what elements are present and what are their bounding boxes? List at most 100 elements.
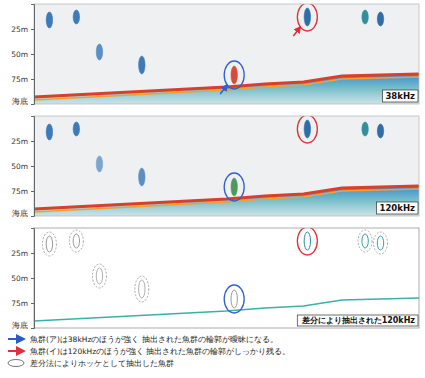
highlight-ring	[297, 116, 317, 143]
panel: 25m 50m 75m 海底 差分により抽出された120kHz	[11, 227, 419, 330]
note: 差分法によりホッケとして抽出した魚群	[8, 359, 174, 368]
extracted-outline	[69, 230, 83, 252]
tick: 75m	[11, 187, 34, 196]
tick-mark	[31, 29, 34, 30]
fish-school	[362, 122, 368, 136]
tick-label: 海底	[12, 209, 28, 218]
fish-school	[377, 236, 383, 250]
fish-school	[73, 10, 79, 24]
fish-school	[46, 12, 52, 28]
tick: 25m	[11, 249, 34, 258]
tick-mark	[31, 328, 34, 329]
tick-label: 25m	[11, 137, 28, 146]
fish-school	[96, 156, 102, 172]
tick: 海底	[12, 321, 34, 330]
fish-school	[96, 268, 102, 284]
tick-label: 50m	[11, 162, 28, 171]
fish-school	[362, 234, 368, 248]
panel-title-text: 38kHz	[385, 91, 415, 101]
tick-mark	[31, 79, 34, 80]
tick-mark	[31, 253, 34, 254]
panel-title: 差分により抽出された120kHz	[297, 315, 418, 326]
tick-mark	[31, 216, 34, 217]
panel-title-box	[382, 90, 418, 102]
marks	[34, 228, 419, 321]
panel-title-box	[297, 315, 418, 326]
fish-school	[304, 8, 310, 26]
pointer-arrow	[293, 27, 300, 36]
fish-school	[304, 120, 310, 138]
tick-label: 25m	[11, 249, 28, 258]
highlight-ring	[224, 285, 244, 313]
tick: 25m	[11, 137, 34, 146]
panel: 25m50m75m海底38kHz	[11, 3, 419, 106]
fish-school	[46, 124, 52, 140]
panel-title: 38kHz	[382, 90, 418, 102]
pointer-arrow	[220, 85, 227, 94]
extracted-outline	[374, 232, 388, 254]
tick: 50m	[11, 50, 34, 59]
seabed-line	[34, 186, 419, 209]
plot-frame	[34, 228, 419, 328]
tick-label: 海底	[12, 97, 28, 106]
fish-school	[139, 56, 145, 74]
panel-title-text: 差分により抽出された120kHz	[301, 316, 416, 325]
marks	[34, 116, 419, 216]
fish-school	[73, 234, 79, 248]
marks	[34, 4, 419, 104]
tick-mark	[31, 191, 34, 192]
panel-title: 120kHz	[376, 202, 418, 214]
seabed-area	[34, 186, 419, 216]
fish-school	[231, 290, 237, 308]
tick: 50m	[11, 274, 34, 283]
plot-frame	[34, 4, 419, 104]
tick-mark	[31, 278, 34, 279]
seabed-line	[34, 74, 419, 97]
highlight-ring	[224, 173, 244, 201]
axis-line	[31, 229, 35, 329]
fish-school	[46, 236, 52, 252]
fish-school	[231, 66, 237, 84]
axis-line	[31, 5, 35, 105]
tick: 75m	[11, 299, 34, 308]
fish-school	[139, 280, 145, 298]
y-axis: 25m50m75m海底	[11, 5, 34, 106]
extracted-outline	[135, 276, 149, 302]
y-axis: 25m 50m 75m 海底	[11, 117, 34, 218]
panel-title-text: 120kHz	[380, 203, 416, 213]
fish-school	[231, 178, 237, 196]
axis-line	[31, 117, 35, 217]
y-axis: 25m 50m 75m 海底	[11, 229, 34, 330]
note-text: 魚群(ア)は38kHzのほうが強く 抽出された魚群の輪郭が曖昧になる。	[30, 335, 278, 344]
fish-school	[362, 10, 368, 24]
seabed-echo	[34, 189, 419, 212]
highlight-ring	[297, 228, 317, 255]
tick-label: 50m	[11, 50, 28, 59]
tick-label: 50m	[11, 274, 28, 283]
note: 魚群(ア)は38kHzのほうが強く 抽出された魚群の輪郭が曖昧になる。	[8, 335, 278, 344]
seabed-area	[34, 74, 419, 104]
tick-mark	[31, 303, 34, 304]
note: 魚群(イ)は120kHzのほうが強く 抽出された魚群の輪郭がしっかり残る。	[8, 347, 290, 356]
highlight-ring	[224, 61, 244, 89]
seabed-echo	[34, 77, 419, 100]
plot-background	[34, 4, 419, 104]
tick-mark	[31, 104, 34, 105]
tick-mark	[31, 141, 34, 142]
fish-school	[96, 44, 102, 60]
plot-background	[34, 228, 419, 328]
tick-mark	[31, 54, 34, 55]
highlight-ring	[297, 4, 317, 31]
fish-school	[377, 12, 383, 26]
note-arrow	[8, 350, 24, 352]
fish-school	[304, 232, 310, 250]
tick: 海底	[12, 97, 34, 106]
extracted-outline	[42, 232, 56, 256]
tick-label: 海底	[12, 321, 28, 330]
note-arrow	[8, 338, 24, 340]
tick-mark	[31, 166, 34, 167]
fish-school	[139, 168, 145, 186]
plot-background	[34, 116, 419, 216]
tick: 75m	[11, 75, 34, 84]
note-text: 魚群(イ)は120kHzのほうが強く 抽出された魚群の輪郭がしっかり残る。	[30, 347, 290, 356]
